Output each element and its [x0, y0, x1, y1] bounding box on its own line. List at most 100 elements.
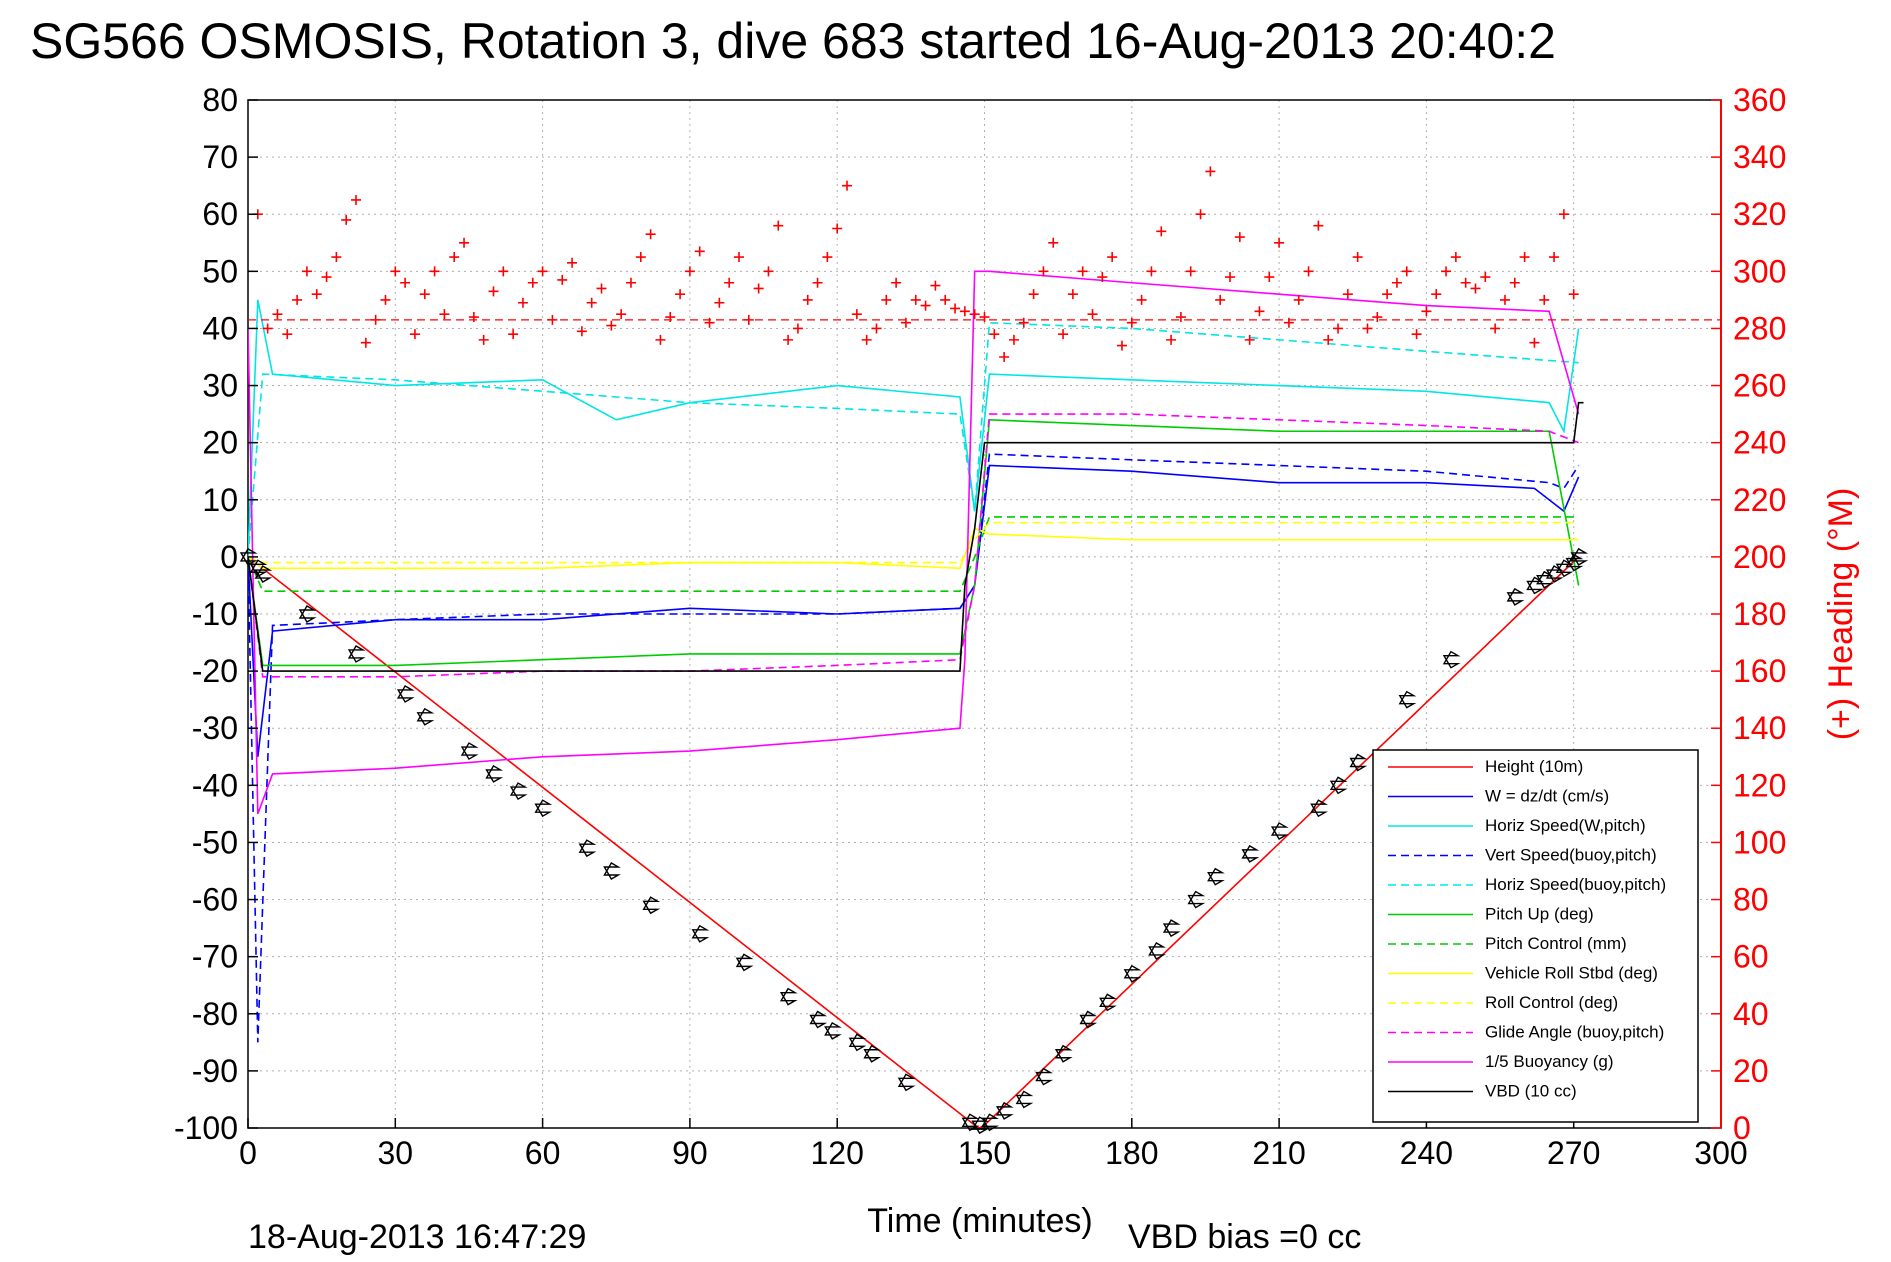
- y-tick-label-11: -30: [192, 710, 238, 746]
- y-tick-label-9: -10: [192, 596, 238, 632]
- heading-point-12: [370, 314, 381, 325]
- x-axis-label: Time (minutes): [867, 1202, 1092, 1240]
- y-right-tick-label-17: 20: [1733, 1053, 1769, 1089]
- heading-point-2: [272, 309, 283, 320]
- heading-point-91: [1146, 266, 1157, 277]
- heading-point-71: [950, 303, 961, 314]
- legend-label-7: Vehicle Roll Stbd (deg): [1485, 964, 1658, 983]
- heading-point-101: [1244, 334, 1255, 345]
- waypoint-marker-43: [1506, 587, 1525, 606]
- footer-timestamp: 18-Aug-2013 16:47:29: [248, 1218, 586, 1256]
- y-right-tick-label-4: 280: [1733, 310, 1786, 346]
- heading-point-34: [586, 297, 597, 308]
- waypoint-marker-27: [1035, 1067, 1054, 1086]
- x-tick-label-7: 210: [1252, 1135, 1305, 1171]
- heading-point-36: [606, 320, 617, 331]
- series-line-5: [248, 418, 1580, 667]
- waypoint-marker-8: [485, 764, 504, 783]
- waypoint-marker-1: [249, 559, 268, 578]
- heading-point-92: [1156, 226, 1167, 237]
- y-tick-label-6: 20: [202, 425, 238, 461]
- y-right-tick-label-14: 80: [1733, 882, 1769, 918]
- y-tick-label-15: -70: [192, 939, 238, 975]
- y-right-tick-label-6: 240: [1733, 425, 1786, 461]
- waypoint-marker-20: [863, 1044, 882, 1063]
- waypoint-marker-28: [1054, 1044, 1073, 1063]
- heading-point-74: [979, 312, 990, 323]
- heading-point-98: [1215, 294, 1226, 305]
- legend-label-4: Horiz Speed(buoy,pitch): [1485, 875, 1666, 894]
- x-tick-label-8: 240: [1400, 1135, 1453, 1171]
- legend-label-0: Height (10m): [1485, 757, 1583, 776]
- waypoint-marker-26: [1015, 1090, 1034, 1109]
- y-tick-label-8: 0: [220, 539, 238, 575]
- legend: Height (10m) W = dz/dt (cm/s) Horiz Speed(…: [1372, 749, 1699, 1123]
- heading-point-125: [1480, 272, 1491, 283]
- legend-label-5: Pitch Up (deg): [1485, 905, 1594, 924]
- heading-point-128: [1509, 277, 1520, 288]
- heading-point-11: [360, 337, 371, 348]
- legend-label-11: VBD (10 cc): [1485, 1082, 1577, 1101]
- heading-point-8: [331, 252, 342, 263]
- heading-point-85: [1087, 309, 1098, 320]
- series-line-3: [248, 453, 1580, 1043]
- heading-point-83: [1067, 289, 1078, 300]
- heading-point-119: [1421, 306, 1432, 317]
- heading-point-105: [1283, 317, 1294, 328]
- waypoint-marker-2: [254, 565, 273, 583]
- heading-point-19: [439, 309, 450, 320]
- legend-label-2: Horiz Speed(W,pitch): [1485, 816, 1646, 835]
- chart-title: SG566 OSMOSIS, Rotation 3, dive 683 star…: [30, 13, 1556, 69]
- heading-point-80: [1038, 266, 1049, 277]
- waypoint-marker-13: [642, 896, 661, 915]
- heading-point-72: [959, 306, 970, 317]
- heading-point-133: [1558, 209, 1569, 220]
- waypoint-marker-18: [824, 1021, 842, 1040]
- heading-point-64: [881, 294, 892, 305]
- heading-point-13: [380, 294, 391, 305]
- heading-point-89: [1126, 317, 1137, 328]
- heading-point-62: [861, 334, 872, 345]
- heading-point-129: [1519, 252, 1530, 263]
- heading-point-68: [920, 300, 931, 311]
- y-right-tick-label-13: 100: [1733, 824, 1786, 860]
- y-right-tick-label-16: 40: [1733, 996, 1769, 1032]
- waypoint-marker-17: [809, 1010, 828, 1029]
- heading-point-54: [783, 334, 794, 345]
- heading-point-104: [1274, 237, 1285, 248]
- y-right-tick-label-9: 180: [1733, 596, 1786, 632]
- y-axis-label-right: (+) Heading (°M): [1822, 488, 1860, 741]
- heading-point-57: [812, 277, 823, 288]
- y-tick-label-14: -60: [192, 882, 238, 918]
- heading-point-67: [910, 294, 921, 305]
- heading-point-41: [655, 334, 666, 345]
- heading-point-81: [1048, 237, 1059, 248]
- heading-point-22: [468, 312, 479, 323]
- waypoint-marker-24: [981, 1113, 999, 1132]
- legend-label-10: 1/5 Buoyancy (g): [1485, 1052, 1614, 1071]
- waypoint-marker-29: [1079, 1010, 1098, 1029]
- heading-point-35: [596, 283, 607, 294]
- heading-point-108: [1313, 220, 1324, 231]
- heading-point-84: [1077, 266, 1088, 277]
- heading-point-94: [1175, 312, 1186, 323]
- heading-point-106: [1293, 294, 1304, 305]
- waypoint-marker-4: [347, 645, 366, 663]
- legend-label-1: W = dz/dt (cm/s): [1485, 787, 1609, 806]
- legend-label-8: Roll Control (deg): [1485, 993, 1618, 1012]
- heading-point-124: [1470, 283, 1481, 294]
- heading-point-42: [665, 312, 676, 323]
- y-tick-label-0: 80: [202, 82, 238, 118]
- heading-point-32: [567, 257, 578, 268]
- heading-point-109: [1323, 334, 1334, 345]
- y-right-tick-label-15: 60: [1733, 939, 1769, 975]
- heading-point-90: [1136, 294, 1147, 305]
- heading-point-40: [645, 229, 656, 240]
- heading-point-95: [1185, 266, 1196, 277]
- heading-point-111: [1342, 289, 1353, 300]
- y-tick-label-3: 50: [202, 253, 238, 289]
- series-line-10: [248, 270, 1580, 815]
- y-right-tick-label-11: 140: [1733, 710, 1786, 746]
- waypoint-marker-19: [848, 1033, 867, 1052]
